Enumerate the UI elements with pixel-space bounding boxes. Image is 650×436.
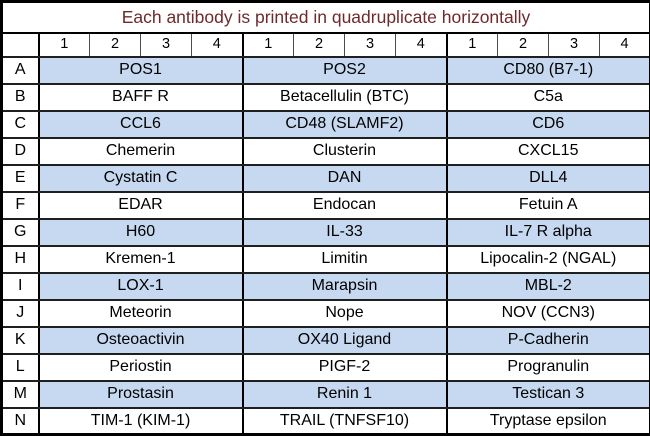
column-header-number: 4 <box>191 31 243 58</box>
antibody-cell: Prostasin <box>37 379 243 409</box>
table-row: B BAFF R Betacellulin (BTC) C5a <box>0 82 650 112</box>
table-row: M Prostasin Renin 1 Testican 3 <box>0 379 650 409</box>
antibody-cell: Meteorin <box>37 298 243 328</box>
column-header-number: 3 <box>140 31 192 58</box>
antibody-cell: CD80 (B7-1) <box>445 55 650 85</box>
antibody-cell: POS1 <box>37 55 243 85</box>
antibody-cell: Marapsin <box>241 271 447 301</box>
corner-cell <box>0 31 39 58</box>
table-row: J Meteorin Nope NOV (CCN3) <box>0 298 650 328</box>
table-row: G H60 IL-33 IL-7 R alpha <box>0 217 650 247</box>
antibody-cell: Renin 1 <box>241 379 447 409</box>
antibody-cell: Betacellulin (BTC) <box>241 82 447 112</box>
row-letter: H <box>0 244 39 274</box>
column-header-number: 1 <box>37 31 90 58</box>
antibody-cell: TIM-1 (KIM-1) <box>37 406 243 436</box>
row-letter: K <box>0 325 39 355</box>
table-row: H Kremen-1 Limitin Lipocalin-2 (NGAL) <box>0 244 650 274</box>
antibody-cell: Progranulin <box>445 352 650 382</box>
antibody-cell: TRAIL (TNFSF10) <box>241 406 447 436</box>
antibody-cell: DLL4 <box>445 163 650 193</box>
column-header-number: 2 <box>89 31 141 58</box>
antibody-cell: DAN <box>241 163 447 193</box>
column-header-number: 3 <box>548 31 600 58</box>
antibody-cell: Cystatin C <box>37 163 243 193</box>
antibody-cell: Lipocalin-2 (NGAL) <box>445 244 650 274</box>
table-row: F EDAR Endocan Fetuin A <box>0 190 650 220</box>
row-letter: C <box>0 109 39 139</box>
antibody-cell: MBL-2 <box>445 271 650 301</box>
column-header-number: 2 <box>293 31 345 58</box>
table-row: E Cystatin C DAN DLL4 <box>0 163 650 193</box>
antibody-cell: Endocan <box>241 190 447 220</box>
antibody-cell: CD48 (SLAMF2) <box>241 109 447 139</box>
table-row: K Osteoactivin OX40 Ligand P-Cadherin <box>0 325 650 355</box>
antibody-cell: Nope <box>241 298 447 328</box>
row-letter: G <box>0 217 39 247</box>
title-row: Each antibody is printed in quadruplicat… <box>1 0 650 34</box>
antibody-cell: Testican 3 <box>445 379 650 409</box>
table-row: N TIM-1 (KIM-1) TRAIL (TNFSF10) Tryptase ep… <box>0 406 650 436</box>
table-row: L Periostin PIGF-2 Progranulin <box>0 352 650 382</box>
row-letter: N <box>0 406 39 436</box>
antibody-cell: CXCL15 <box>445 136 650 166</box>
column-header-number: 4 <box>395 31 447 58</box>
antibody-cell: IL-7 R alpha <box>445 217 650 247</box>
antibody-cell: POS2 <box>241 55 447 85</box>
antibody-cell: CCL6 <box>37 109 243 139</box>
row-letter: E <box>0 163 39 193</box>
row-letter: I <box>0 271 39 301</box>
table-row: D Chemerin Clusterin CXCL15 <box>0 136 650 166</box>
antibody-cell: IL-33 <box>241 217 447 247</box>
table-title: Each antibody is printed in quadruplicat… <box>1 0 650 34</box>
antibody-cell: Limitin <box>241 244 447 274</box>
table-row: I LOX-1 Marapsin MBL-2 <box>0 271 650 301</box>
table-row: C CCL6 CD48 (SLAMF2) CD6 <box>0 109 650 139</box>
antibody-cell: PIGF-2 <box>241 352 447 382</box>
table-row: A POS1 POS2 CD80 (B7-1) <box>0 55 650 85</box>
column-header-number: 1 <box>445 31 498 58</box>
antibody-cell: P-Cadherin <box>445 325 650 355</box>
antibody-cell: Tryptase epsilon <box>445 406 650 436</box>
antibody-cell: NOV (CCN3) <box>445 298 650 328</box>
antibody-cell: LOX-1 <box>37 271 243 301</box>
antibody-cell: OX40 Ligand <box>241 325 447 355</box>
antibody-cell: CD6 <box>445 109 650 139</box>
row-letter: J <box>0 298 39 328</box>
row-letter: D <box>0 136 39 166</box>
row-letter: L <box>0 352 39 382</box>
column-header-number: 4 <box>599 31 650 58</box>
antibody-cell: H60 <box>37 217 243 247</box>
antibody-cell: EDAR <box>37 190 243 220</box>
antibody-cell: Fetuin A <box>445 190 650 220</box>
row-letter: M <box>0 379 39 409</box>
antibody-cell: Osteoactivin <box>37 325 243 355</box>
antibody-cell: Clusterin <box>241 136 447 166</box>
column-header-number: 2 <box>497 31 549 58</box>
column-header-number: 1 <box>241 31 294 58</box>
column-header-number: 3 <box>344 31 396 58</box>
antibody-cell: Chemerin <box>37 136 243 166</box>
row-letter: B <box>0 82 39 112</box>
row-letter: F <box>0 190 39 220</box>
antibody-cell: BAFF R <box>37 82 243 112</box>
antibody-cell: Kremen-1 <box>37 244 243 274</box>
antibody-cell: Periostin <box>37 352 243 382</box>
antibody-cell: C5a <box>445 82 650 112</box>
row-letter: A <box>0 55 39 85</box>
